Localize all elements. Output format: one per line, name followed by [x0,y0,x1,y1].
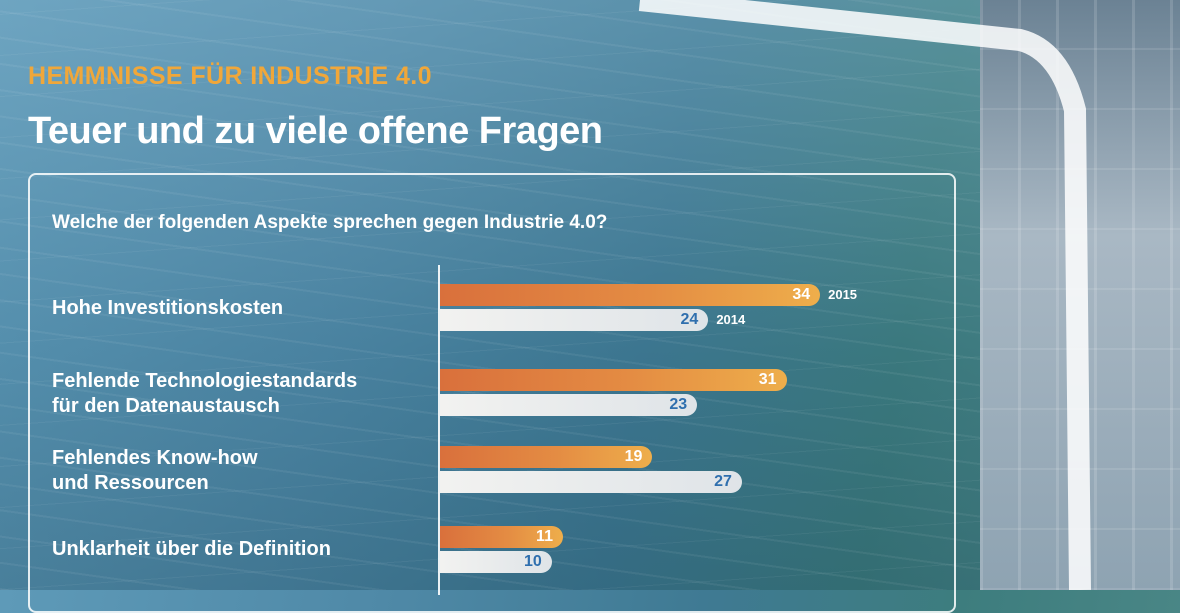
bar-value-label: 24 [680,311,699,328]
legend-year-2014: 2014 [716,312,746,327]
page-title: Teuer und zu viele offene Fragen [28,110,603,152]
legend-year-2015: 2015 [828,287,858,302]
category-label: Fehlende Technologiestandards für den Da… [52,370,358,417]
bar-2015: 19 [440,446,653,468]
bar-value-label: 27 [714,473,732,490]
bar-2014: 23 [440,394,698,416]
bar-2015: 11 [440,526,563,548]
bar-2015: 31 [440,369,787,391]
chart-title: Welche der folgenden Aspekte sprechen ge… [52,212,608,233]
category-label: Hohe Investitionskosten [52,297,284,319]
category-label: Fehlendes Know-how und Ressourcen [52,447,258,494]
bar-2014: 10 [440,551,552,573]
bar-value-label: 19 [624,448,643,465]
bar-2015: 34 [440,284,821,306]
bar-value-label: 11 [536,528,553,545]
bar-value-label: 23 [669,396,688,413]
header-kicker: HEMMNISSE FÜR INDUSTRIE 4.0 [28,62,432,90]
chart-axis-line [438,265,440,595]
bar-2014: 27 [440,471,742,493]
category-label: Unklarheit über die Definition [52,538,331,560]
bar-2014: 24 [440,309,709,331]
bar-value-label: 34 [792,286,811,303]
bar-value-label: 31 [758,371,777,388]
background-frame-curve [0,0,1180,590]
bar-value-label: 10 [524,553,542,570]
